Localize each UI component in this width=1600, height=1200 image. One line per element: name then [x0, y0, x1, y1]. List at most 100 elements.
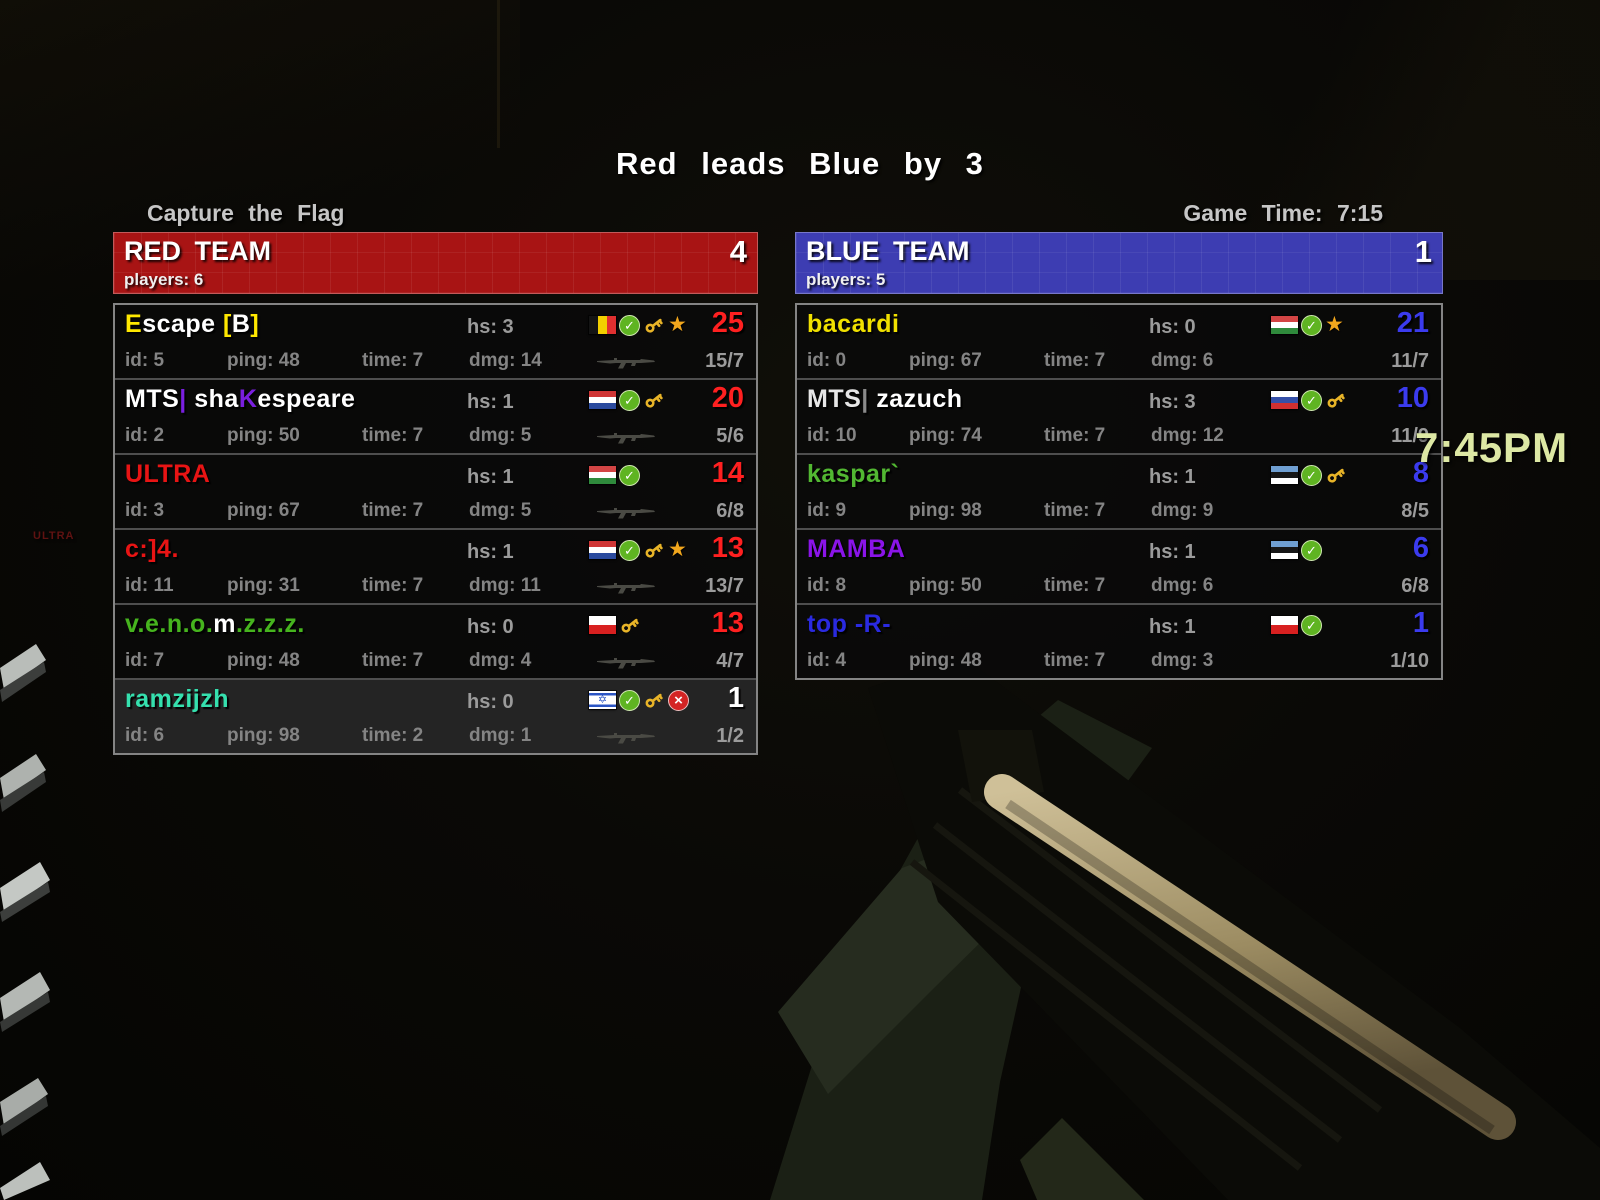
player-ping: ping: 48 [227, 650, 300, 671]
player-badges: ✓ [1270, 539, 1322, 561]
player-row: c:]4. hs: 1 ✓ ★ 13 id: 11 ping: 31 time: 7 dmg: … [115, 528, 756, 603]
player-time: time: 7 [1044, 575, 1106, 596]
flag-hungary-icon [588, 465, 617, 485]
blue-team-panel: BLUE TEAM 1 players: 5 bacardi hs: 0 ✓ ★ 21 i… [795, 232, 1443, 680]
player-id: id: 6 [125, 725, 165, 746]
player-row: top -R-hs: 1 ✓ 1 id: 4 ping: 48 time: 7 dmg: 3… [797, 603, 1441, 678]
flag-estonia-icon [1270, 540, 1299, 560]
player-badges: ✓ [1270, 464, 1347, 486]
name-part: v.e.n.o. [125, 610, 214, 638]
headshots-stat: hs: 3 [1149, 391, 1196, 413]
player-info-line: id: 5 ping: 48 time: 7 dmg: 14 15/7 [115, 350, 756, 372]
kill-death-ratio: 13/7 [705, 575, 744, 597]
rifle-icon [597, 358, 655, 369]
key-icon [643, 689, 665, 711]
name-part: m [213, 610, 237, 638]
player-id: id: 8 [807, 575, 847, 596]
player-row: MTS| shaKespeare hs: 1 ✓ 20 id: 2 ping: 50 tim… [115, 378, 756, 453]
name-part: zazuch [868, 385, 963, 413]
verified-check-icon: ✓ [1301, 539, 1322, 561]
player-name: MTS| zazuch [807, 385, 963, 414]
name-part: ramzijzh [125, 685, 230, 713]
player-name: c:]4. [125, 535, 179, 564]
player-info-line: id: 6 ping: 98 time: 2 dmg: 1 1/2 [115, 725, 756, 747]
kill-death-ratio: 15/7 [705, 350, 744, 372]
name-part: ULTRA [125, 460, 211, 488]
player-info-line: id: 4 ping: 48 time: 7 dmg: 3 1/10 [797, 650, 1441, 672]
player-time: time: 7 [1044, 650, 1106, 671]
rifle-icon [597, 433, 655, 444]
headshots-stat: hs: 1 [1149, 541, 1196, 563]
player-id: id: 10 [807, 425, 857, 446]
player-score: 1 [1412, 607, 1429, 639]
name-part: | [861, 385, 869, 413]
name-part: | [179, 385, 187, 413]
player-ping: ping: 48 [227, 350, 300, 371]
player-name: MTS| shaKespeare [125, 385, 355, 414]
player-damage: dmg: 14 [469, 350, 542, 371]
player-row: MAMBA hs: 1 ✓ 6 id: 8 ping: 50 time: 7 dmg: 6 6/… [797, 528, 1441, 603]
headshots-stat: hs: 3 [467, 316, 514, 338]
rifle-icon [597, 733, 655, 744]
flag-poland-icon [588, 615, 617, 635]
player-time: time: 2 [362, 725, 424, 746]
name-part: E [125, 310, 143, 338]
key-icon [643, 539, 665, 561]
player-badges: ✓ ★ [1270, 314, 1344, 336]
player-time: time: 7 [1044, 500, 1106, 521]
player-ping: ping: 74 [909, 425, 982, 446]
player-time: time: 7 [1044, 350, 1106, 371]
verified-check-icon: ✓ [1301, 389, 1322, 411]
red-team-player-count: players: 6 [124, 270, 204, 289]
kill-death-ratio: 1/2 [716, 725, 744, 747]
player-info-line: id: 10 ping: 74 time: 7 dmg: 12 11/9 [797, 425, 1441, 447]
name-part: B [231, 310, 251, 338]
red-team-panel: RED TEAM 4 players: 6 Escape [B] hs: 3 ✓ ★ 2… [113, 232, 758, 755]
player-info-line: id: 2 ping: 50 time: 7 dmg: 5 5/6 [115, 425, 756, 447]
headshots-stat: hs: 1 [467, 466, 514, 488]
flag-netherlands-icon [588, 540, 617, 560]
headshots-stat: hs: 1 [467, 391, 514, 413]
player-damage: dmg: 3 [1151, 650, 1214, 671]
player-ping: ping: 31 [227, 575, 300, 596]
player-ping: ping: 98 [227, 725, 300, 746]
player-badges: ✡ ✓ × [588, 689, 689, 711]
player-id: id: 5 [125, 350, 165, 371]
player-row: ULTRA hs: 1 ✓ 14 id: 3 ping: 67 time: 7 dmg: 5 6… [115, 453, 756, 528]
player-row: v.e.n.o.m.z.z.z. hs: 0 13 id: 7 ping: 48 time… [115, 603, 756, 678]
player-ping: ping: 50 [909, 575, 982, 596]
name-part: .z.z.z. [236, 610, 305, 638]
player-time: time: 7 [1044, 425, 1106, 446]
player-damage: dmg: 11 [469, 575, 541, 596]
key-icon [1325, 464, 1347, 486]
name-part: MAMBA [807, 535, 906, 563]
player-score: 1 [727, 682, 744, 714]
key-icon [619, 614, 641, 636]
player-time: time: 7 [362, 500, 424, 521]
name-part: c:]4. [125, 535, 179, 563]
player-info-line: id: 3 ping: 67 time: 7 dmg: 5 6/8 [115, 500, 756, 522]
player-score: 21 [1396, 307, 1429, 339]
player-time: time: 7 [362, 650, 424, 671]
key-icon [643, 314, 665, 336]
player-name: ramzijzh [125, 685, 229, 714]
name-part: bacardi [807, 310, 900, 338]
kill-death-ratio: 1/10 [1390, 650, 1429, 672]
player-info-line: id: 11 ping: 31 time: 7 dmg: 11 13/7 [115, 575, 756, 597]
player-badges: ✓ [1270, 614, 1322, 636]
flag-estonia-icon [1270, 465, 1299, 485]
player-time: time: 7 [362, 575, 424, 596]
wall-corner-edge [497, 0, 500, 148]
player-name: Escape [B] [125, 310, 259, 339]
player-damage: dmg: 9 [1151, 500, 1214, 521]
kill-death-ratio: 5/6 [716, 425, 744, 447]
player-damage: dmg: 5 [469, 425, 532, 446]
player-name: ULTRA [125, 460, 210, 489]
flag-netherlands-icon [588, 390, 617, 410]
name-part: K [238, 385, 258, 413]
kill-death-ratio: 6/8 [1401, 575, 1429, 597]
kill-death-ratio: 6/8 [716, 500, 744, 522]
ladder-rungs-decor [0, 644, 50, 1200]
